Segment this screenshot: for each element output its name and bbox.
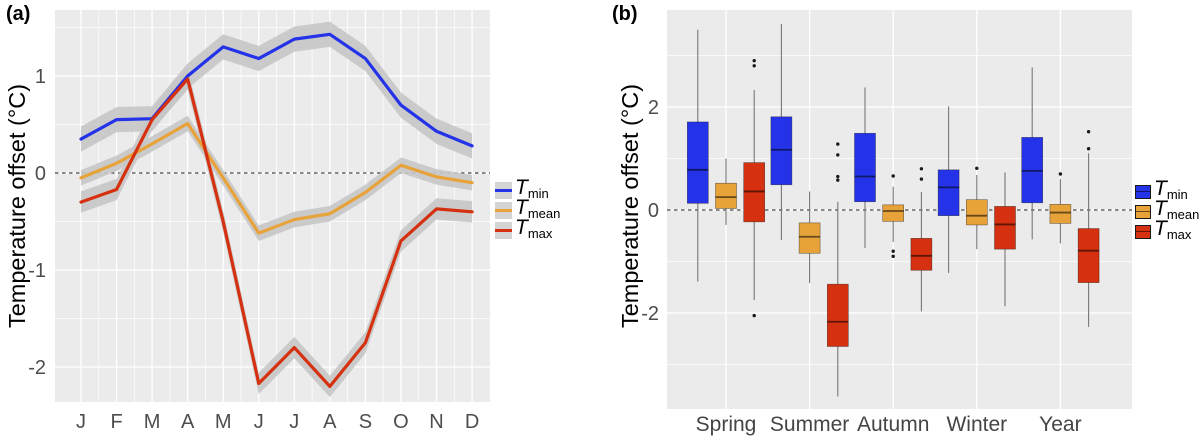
panel-b-boxplot-chart: Spring Summer Autumn Winter Year 2 0 -2 <box>641 10 1132 436</box>
tmean-confidence-band <box>81 115 473 241</box>
panel-a-tag: (a) <box>6 3 31 25</box>
tmean-autumn-outlier-dot <box>891 249 895 253</box>
tmax-summer-outlier-dot <box>836 174 840 179</box>
tmax-winter-box <box>994 206 1016 250</box>
x-tick-label-season: Summer <box>770 413 849 436</box>
tmean-year-box <box>1049 204 1072 224</box>
panel-a-background <box>55 10 490 402</box>
tmean-autumn-outlier-dot <box>891 254 895 259</box>
tmax-autumn-box <box>910 238 933 271</box>
x-tick-label-season: Autumn <box>857 413 929 436</box>
x-tick-label-month: S <box>359 411 372 433</box>
x-tick-label-month: A <box>323 411 337 433</box>
x-tick-label-month: N <box>429 411 443 433</box>
tmean-line-legend-key <box>495 202 512 219</box>
legend-item-tmin: Tmin <box>495 176 560 201</box>
tmean-spring-box <box>715 182 737 209</box>
x-tick-label-month: D <box>465 411 479 433</box>
x-tick-label-month: M <box>144 411 161 433</box>
y-tick-label: -2 <box>28 357 46 379</box>
x-tick-label-month: A <box>181 411 195 433</box>
legend-item-tmean: Tmean <box>495 196 561 221</box>
y-tick-label: 1 <box>35 66 46 88</box>
legend-item-tmean: Tmean <box>1135 197 1200 222</box>
tmin-box-legend-key <box>1135 184 1151 199</box>
legend-item-tmin: Tmin <box>1135 177 1199 202</box>
tmax-summer-outlier-dot <box>836 142 840 146</box>
panel-a-line-chart: J F M A M J J A S O N D10-1-2 <box>28 10 490 433</box>
tmin-line <box>79 32 474 148</box>
tmin-summer-box <box>770 116 793 186</box>
tmax-line <box>79 77 474 388</box>
tmax-autumn-outlier-dot <box>919 167 924 171</box>
legend-item-tmax: Tmax <box>495 216 560 241</box>
legend-label-tmin: Tmin <box>515 176 549 201</box>
y-tick-label: -2 <box>641 303 659 325</box>
x-tick-label-season: Winter <box>946 413 1007 436</box>
tmax-box-legend-key <box>1135 224 1151 239</box>
tmax-year-outlier-dot <box>1086 130 1091 134</box>
tmax-spring-outlier-dot <box>752 58 756 63</box>
legend-item-tmax: Tmax <box>1135 217 1199 242</box>
tmax-line-legend-key <box>495 222 512 239</box>
tmin-line-legend-key <box>495 182 512 199</box>
tmax-year-outlier-dot <box>1086 147 1091 151</box>
legend-label-tmean: Tmean <box>515 196 561 221</box>
tmax-summer-box <box>827 283 849 347</box>
panel-b-tag: (b) <box>612 3 638 25</box>
tmax-spring-outlier-dot <box>752 64 756 68</box>
x-tick-label-month: J <box>254 411 264 433</box>
tmean-summer-box <box>798 222 821 254</box>
tmin-spring-box <box>687 121 709 204</box>
x-tick-label-month: J <box>76 411 86 433</box>
tmax-spring-outlier-dot <box>752 313 756 318</box>
tmin-winter-box <box>937 169 960 216</box>
tmean-winter-box <box>965 199 988 226</box>
tmax-year-box <box>1077 228 1100 283</box>
tmax-summer-outlier-dot <box>836 178 840 182</box>
tmean-line <box>79 121 474 235</box>
x-tick-label-month: M <box>215 411 232 433</box>
x-tick-label-month: J <box>289 411 299 433</box>
x-tick-label-month: F <box>110 411 122 433</box>
tmean-box-legend-key <box>1135 204 1151 219</box>
legend-label-tmax: Tmax <box>515 216 553 241</box>
x-tick-label-season: Year <box>1039 413 1081 436</box>
legend-label-tmax: Tmax <box>1154 217 1192 242</box>
legend-label-tmean: Tmean <box>1154 197 1200 222</box>
y-tick-label: 2 <box>648 97 659 119</box>
panel-b-legend: Tmin Tmean Tmax <box>1135 177 1200 242</box>
y-tick-label: -1 <box>28 260 46 282</box>
y-tick-label: 0 <box>35 163 46 185</box>
x-tick-label-month: O <box>393 411 409 433</box>
tmean-winter-outlier-dot <box>975 166 979 170</box>
y-tick-label: 0 <box>648 200 659 222</box>
tmax-autumn-outlier-dot <box>919 177 924 181</box>
tmean-autumn-box <box>882 204 905 222</box>
panel-a-legend: Tmin Tmean Tmax <box>495 176 561 241</box>
tmean-year-outlier-dot <box>1058 172 1063 176</box>
tmean-autumn-outlier-dot <box>891 174 895 178</box>
legend-label-tmin: Tmin <box>1154 177 1188 202</box>
tmax-summer-outlier-dot <box>836 153 840 157</box>
tmin-autumn-box <box>854 132 876 203</box>
x-tick-label-season: Spring <box>696 413 757 436</box>
